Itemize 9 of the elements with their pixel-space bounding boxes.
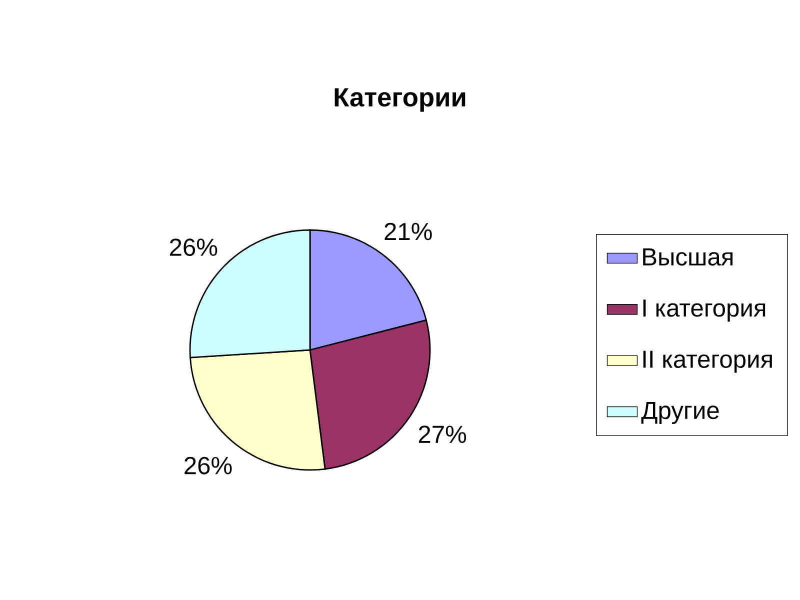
data-label: 26% <box>184 456 232 474</box>
data-label: 21% <box>384 222 432 240</box>
legend-label: Высшая <box>643 248 733 266</box>
legend-label: II категория <box>643 350 772 373</box>
legend-label: I категория <box>643 300 766 322</box>
chart-title: Категории <box>334 88 466 112</box>
legend-label: Другие <box>641 402 719 424</box>
data-label: 27% <box>418 426 466 443</box>
data-label: 26% <box>170 238 218 256</box>
